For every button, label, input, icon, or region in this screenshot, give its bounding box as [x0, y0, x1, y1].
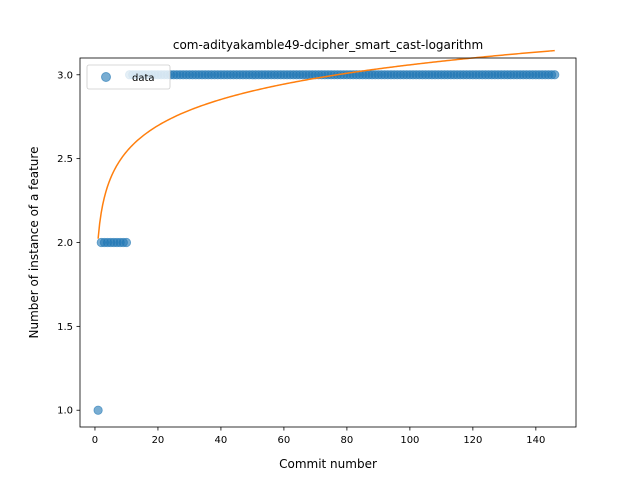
legend-marker-data — [101, 72, 111, 82]
axes-layer: 0 20 40 60 80 100 120 140 1.0 1.5 2.0 2.5 3.0 — [57, 70, 545, 446]
x-tick-label: 120 — [463, 435, 482, 446]
y-tick-label: 1.5 — [57, 322, 73, 333]
legend-label-data: data — [132, 73, 155, 84]
y-tick-label: 2.5 — [57, 154, 73, 165]
chart-title: com-adityakamble49-dcipher_smart_cast-lo… — [173, 38, 483, 52]
x-tick-label: 20 — [152, 435, 165, 446]
legend: data — [86, 64, 171, 90]
x-tick-label: 140 — [526, 435, 545, 446]
x-tick-label: 80 — [341, 435, 354, 446]
y-axis-label: Number of instance of a feature — [27, 147, 41, 339]
fit-curve — [97, 49, 555, 239]
plot-background — [80, 58, 576, 427]
x-tick-label: 60 — [278, 435, 291, 446]
y-tick-label: 3.0 — [57, 70, 73, 81]
data-layer — [93, 49, 560, 415]
x-tick-label: 0 — [92, 435, 98, 446]
x-axis-label: Commit number — [279, 457, 377, 471]
data-point — [121, 237, 132, 248]
data-point — [550, 70, 560, 80]
data-point — [93, 405, 103, 415]
x-tick-label: 40 — [215, 435, 228, 446]
y-tick-label: 1.0 — [57, 406, 73, 417]
x-tick-label: 100 — [400, 435, 419, 446]
y-tick-label: 2.0 — [57, 238, 73, 249]
legend-box — [86, 64, 171, 90]
